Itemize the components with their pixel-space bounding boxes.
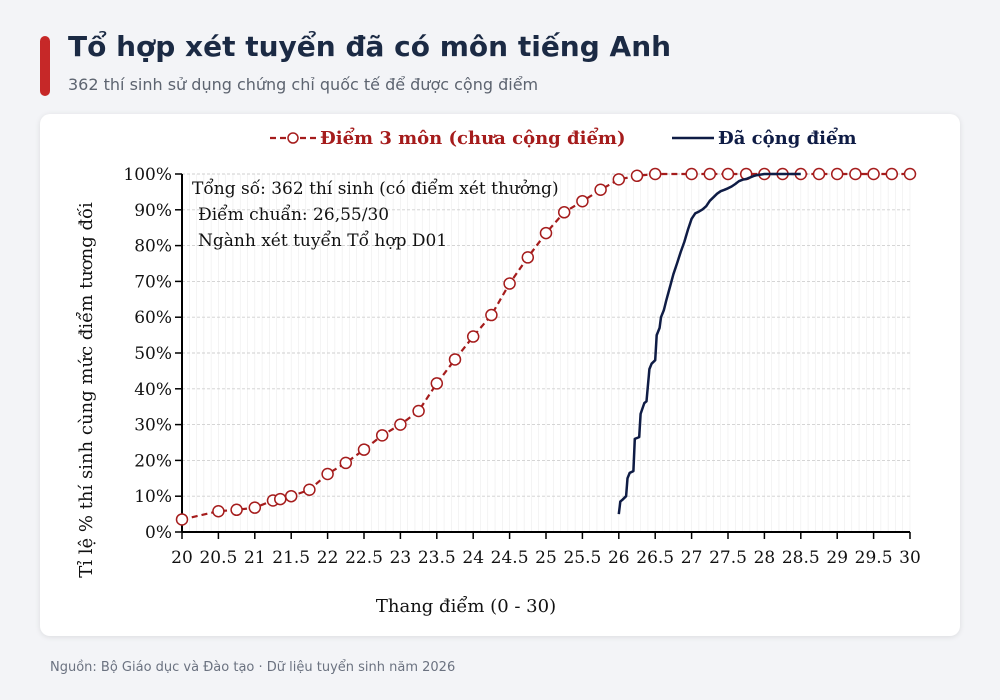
series-1-point (903, 167, 917, 181)
title-accent-bar (40, 36, 50, 96)
series-1-point (648, 167, 662, 181)
series-1-point (248, 501, 262, 514)
series-1-point (867, 167, 880, 181)
y-tick-label: 80% (134, 237, 172, 257)
series-1-point (375, 429, 389, 442)
x-tick-label: 21.5 (272, 548, 310, 568)
y-tick-label: 50% (134, 344, 172, 364)
series-1-point (503, 277, 516, 290)
y-tick-label: 20% (134, 451, 172, 471)
series-1-point (212, 504, 225, 518)
y-tick-label: 30% (134, 416, 172, 436)
series-1-point (594, 183, 607, 197)
series-1-point (721, 167, 735, 181)
series-1-point (812, 167, 826, 181)
series-1-point (557, 206, 571, 219)
series-1-point (466, 330, 480, 343)
page-subtitle: 362 thí sinh sử dụng chứng chỉ quốc tế đ… (68, 75, 539, 94)
x-tick-label: 21 (244, 548, 266, 568)
grid (181, 173, 911, 533)
chart-card: 20 20.5 21 21.5 22 22.5 23 23.5 24 24.5 25 25.5 26 26… (40, 114, 960, 636)
series-layer (175, 167, 917, 526)
x-tick-label: 29.5 (855, 548, 893, 568)
series-1-point (303, 483, 316, 497)
x-tick-label: 29 (826, 548, 848, 568)
x-tick-label: 24.5 (491, 548, 529, 568)
y-tick-label: 100% (123, 165, 172, 185)
y-tick-label: 60% (134, 308, 172, 328)
annotation-line-1: Tổng số: 362 thí sinh (có điểm xét thưởn… (192, 179, 559, 199)
y-tick-label: 40% (134, 380, 172, 400)
source-note: Nguồn: Bộ Giáo dục và Đào tạo · Dữ liệu … (50, 660, 456, 675)
x-tick-label: 26 (608, 548, 630, 568)
series-1-point (612, 173, 626, 186)
series-1-point (576, 194, 589, 208)
x-tick-label: 22 (317, 548, 339, 568)
series-2-line (617, 172, 801, 515)
x-tick-label: 24 (462, 548, 484, 568)
series-1-point (230, 503, 243, 517)
legend: Điểm 3 môn (chưa cộng điểm) Đã cộng điểm (270, 125, 857, 149)
series-1-point (321, 467, 334, 481)
line-chart: 20 20.5 21 21.5 22 22.5 23 23.5 24 24.5 25 25.5 26 26… (75, 125, 921, 617)
annotation-line-3: Ngành xét tuyển Tổ hợp D01 (198, 231, 447, 251)
legend-series-1-label: Điểm 3 môn (chưa cộng điểm) (320, 125, 625, 149)
series-1-point (448, 353, 462, 366)
x-tick-label: 28.5 (782, 548, 820, 568)
series-1-point (430, 377, 444, 390)
x-tick-label: 25 (535, 548, 557, 568)
annotation-line-2: Điểm chuẩn: 26,55/30 (198, 205, 389, 225)
series-1-point (630, 169, 644, 183)
y-axis-label: Tỉ lệ % thí sinh cùng mức điểm tương đối (75, 202, 97, 578)
series-1-point (703, 167, 717, 181)
x-tick-label: 27.5 (709, 548, 747, 568)
y-tick-label: 10% (134, 487, 172, 507)
annotation: Tổng số: 362 thí sinh (có điểm xét thưởn… (192, 179, 559, 251)
axes: 20 20.5 21 21.5 22 22.5 23 23.5 24 24.5 25 25.5 26 26… (123, 165, 920, 568)
series-1-point (849, 167, 862, 181)
y-tick-label: 90% (134, 201, 172, 221)
series-1-point (685, 167, 698, 181)
series-1-point (885, 167, 899, 181)
x-tick-label: 27 (681, 548, 703, 568)
legend-series-1-marker (287, 132, 299, 144)
x-tick-label: 26.5 (636, 548, 674, 568)
series-1-point (274, 492, 287, 506)
legend-series-2-label: Đã cộng điểm (718, 125, 857, 149)
y-tick-label: 0% (145, 523, 172, 543)
series-1-point (175, 513, 189, 526)
series-1-point (830, 167, 844, 181)
x-tick-label: 28 (754, 548, 776, 568)
series-1-point (539, 226, 553, 240)
series-1-point (521, 251, 535, 264)
x-tick-label: 20.5 (199, 548, 237, 568)
x-tick-label: 22.5 (345, 548, 383, 568)
x-tick-label: 25.5 (563, 548, 601, 568)
series-1-point (339, 456, 353, 470)
series-1-point (357, 443, 371, 456)
x-tick-label: 23.5 (418, 548, 456, 568)
x-tick-label: 20 (171, 548, 193, 568)
y-tick-label: 70% (134, 272, 172, 292)
x-axis-label: Thang điểm (0 - 30) (376, 595, 556, 617)
x-tick-label: 30 (899, 548, 921, 568)
series-1-point (394, 418, 407, 431)
page-title: Tổ hợp xét tuyển đã có môn tiếng Anh (68, 30, 672, 63)
x-tick-label: 23 (390, 548, 412, 568)
series-1-point (485, 308, 498, 322)
series-1-point (412, 404, 425, 418)
series-1-point (284, 489, 298, 503)
